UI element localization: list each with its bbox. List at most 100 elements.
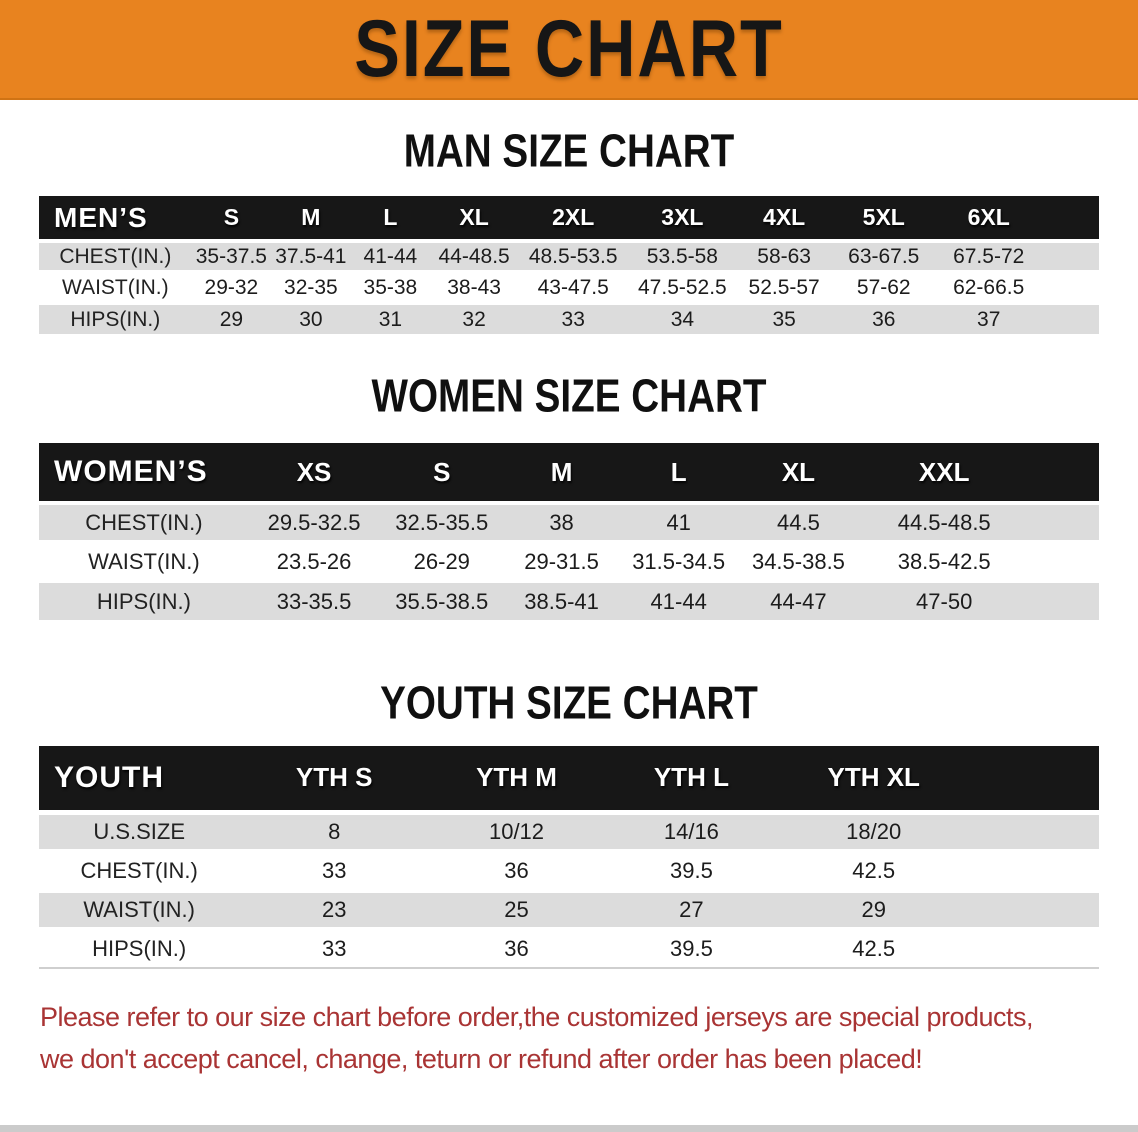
- size-value: 57-62: [856, 275, 911, 299]
- women-size-header: XS: [296, 456, 332, 487]
- size-value: 25: [504, 896, 529, 922]
- women-size-chart-heading: WOMEN SIZE CHART: [371, 369, 767, 422]
- women-size-header: L: [670, 456, 687, 487]
- size-value: 33: [561, 307, 585, 331]
- youth-label-header: YOUTH: [54, 760, 164, 794]
- spacer-cell: [969, 812, 1099, 851]
- spacer-cell: [969, 929, 1099, 968]
- men-size-header: 5XL: [862, 204, 905, 230]
- men-label-header: MEN’S: [54, 201, 148, 233]
- size-value: 29-32: [204, 275, 259, 299]
- spacer-cell: [1042, 241, 1099, 272]
- size-value: 67.5-72: [953, 244, 1025, 268]
- women-hips-row: HIPS(IN.) 33-35.5 35.5-38.5 38.5-41 41-4…: [39, 581, 1099, 620]
- measure-label: WAIST(IN.): [88, 548, 200, 574]
- size-value: 35.5-38.5: [395, 588, 489, 614]
- spacer-cell: [969, 851, 1099, 890]
- size-value: 58-63: [757, 244, 811, 268]
- size-value: 35-38: [363, 275, 418, 299]
- page-title: SIZE CHART: [354, 4, 784, 94]
- size-value: 44.5-48.5: [897, 509, 991, 535]
- size-value: 52.5-57: [748, 275, 820, 299]
- women-size-header: M: [550, 456, 573, 487]
- size-value: 23: [321, 896, 347, 922]
- men-size-header: 3XL: [661, 204, 704, 230]
- women-size-header: S: [433, 456, 451, 487]
- measure-label: HIPS(IN.): [92, 936, 187, 962]
- size-value: 37.5-41: [275, 244, 347, 268]
- youth-chest-row: CHEST(IN.) 33 36 39.5 42.5: [39, 851, 1099, 890]
- disclaimer-line-1: Please refer to our size chart before or…: [40, 1002, 1034, 1032]
- measure-label: U.S.SIZE: [93, 818, 185, 844]
- youth-size-header: YTH L: [653, 762, 729, 793]
- size-value: 36: [504, 857, 529, 883]
- measure-label: HIPS(IN.): [70, 307, 161, 331]
- size-value: 32-35: [284, 275, 338, 299]
- women-label-header: WOMEN’S: [54, 455, 208, 488]
- spacer-cell: [1030, 443, 1099, 503]
- disclaimer-text: Please refer to our size chart before or…: [40, 996, 1138, 1080]
- size-value: 62-66.5: [953, 275, 1025, 299]
- size-value: 23.5-26: [276, 548, 352, 574]
- women-waist-row: WAIST(IN.) 23.5-26 26-29 29-31.5 31.5-34…: [39, 542, 1099, 581]
- size-value: 36: [504, 936, 529, 962]
- spacer-cell: [1042, 196, 1099, 241]
- size-value: 38.5-42.5: [897, 548, 991, 574]
- size-value: 35-37.5: [195, 244, 267, 268]
- size-value: 35: [772, 307, 796, 331]
- size-value: 41: [666, 509, 691, 535]
- size-value: 37: [977, 307, 1001, 331]
- size-value: 44-48.5: [438, 244, 510, 268]
- size-value: 47.5-52.5: [638, 275, 727, 299]
- measure-label: CHEST(IN.): [80, 857, 198, 883]
- men-waist-row: WAIST(IN.) 29-32 32-35 35-38 38-43 43-47…: [39, 272, 1099, 303]
- size-value: 36: [872, 307, 896, 331]
- size-value: 38: [549, 509, 574, 535]
- spacer-cell: [1042, 272, 1099, 303]
- size-value: 34: [670, 307, 695, 331]
- size-value: 32.5-35.5: [395, 509, 489, 535]
- size-value: 29-31.5: [524, 548, 599, 574]
- youth-size-header: YTH S: [295, 762, 373, 793]
- spacer-cell: [1030, 542, 1099, 581]
- women-chest-row: CHEST(IN.) 29.5-32.5 32.5-35.5 38 41 44.…: [39, 503, 1099, 542]
- youth-hips-row: HIPS(IN.) 33 36 39.5 42.5: [39, 929, 1099, 968]
- size-value: 8: [328, 818, 341, 844]
- size-value: 31: [378, 307, 403, 331]
- size-value: 30: [299, 307, 323, 331]
- spacer-cell: [1030, 581, 1099, 620]
- youth-size-header: YTH XL: [827, 762, 920, 793]
- measure-label: WAIST(IN.): [62, 275, 169, 299]
- size-value: 14/16: [663, 818, 719, 844]
- spacer-cell: [1042, 303, 1099, 334]
- youth-header-row: YOUTH YTH S YTH M YTH L YTH XL: [39, 746, 1099, 812]
- size-value: 29: [219, 307, 244, 331]
- measure-label: CHEST(IN.): [59, 244, 172, 268]
- size-value: 44.5: [777, 509, 820, 535]
- size-value: 18/20: [846, 818, 902, 844]
- size-value: 38-43: [447, 275, 501, 299]
- size-value: 26-29: [413, 548, 470, 574]
- size-value: 31.5-34.5: [632, 548, 726, 574]
- women-size-header: XXL: [918, 456, 970, 487]
- size-value: 47-50: [916, 588, 973, 614]
- women-header-row: WOMEN’S XS S M L XL XXL: [39, 443, 1099, 503]
- men-hips-row: HIPS(IN.) 29 30 31 32 33 34 35 36 37: [39, 303, 1099, 334]
- measure-label: HIPS(IN.): [96, 588, 191, 614]
- men-size-header: 6XL: [967, 204, 1010, 230]
- size-value: 63-67.5: [848, 244, 920, 268]
- men-chest-row: CHEST(IN.) 35-37.5 37.5-41 41-44 44-48.5…: [39, 241, 1099, 272]
- size-value: 33-35.5: [276, 588, 352, 614]
- size-value: 10/12: [488, 818, 545, 844]
- measure-label: CHEST(IN.): [85, 509, 203, 535]
- size-value: 42.5: [852, 857, 896, 883]
- spacer-cell: [969, 746, 1099, 812]
- men-size-table: MEN’S S M L XL 2XL 3XL 4XL 5XL 6XL CHEST…: [39, 196, 1099, 334]
- youth-size-chart-heading: YOUTH SIZE CHART: [380, 676, 758, 729]
- size-value: 43-47.5: [537, 275, 609, 299]
- men-size-header: S: [223, 204, 240, 230]
- youth-waist-row: WAIST(IN.) 23 25 27 29: [39, 890, 1099, 929]
- measure-label: WAIST(IN.): [83, 896, 195, 922]
- size-chart-banner: SIZE CHART: [0, 0, 1138, 100]
- women-size-header: XL: [781, 456, 816, 487]
